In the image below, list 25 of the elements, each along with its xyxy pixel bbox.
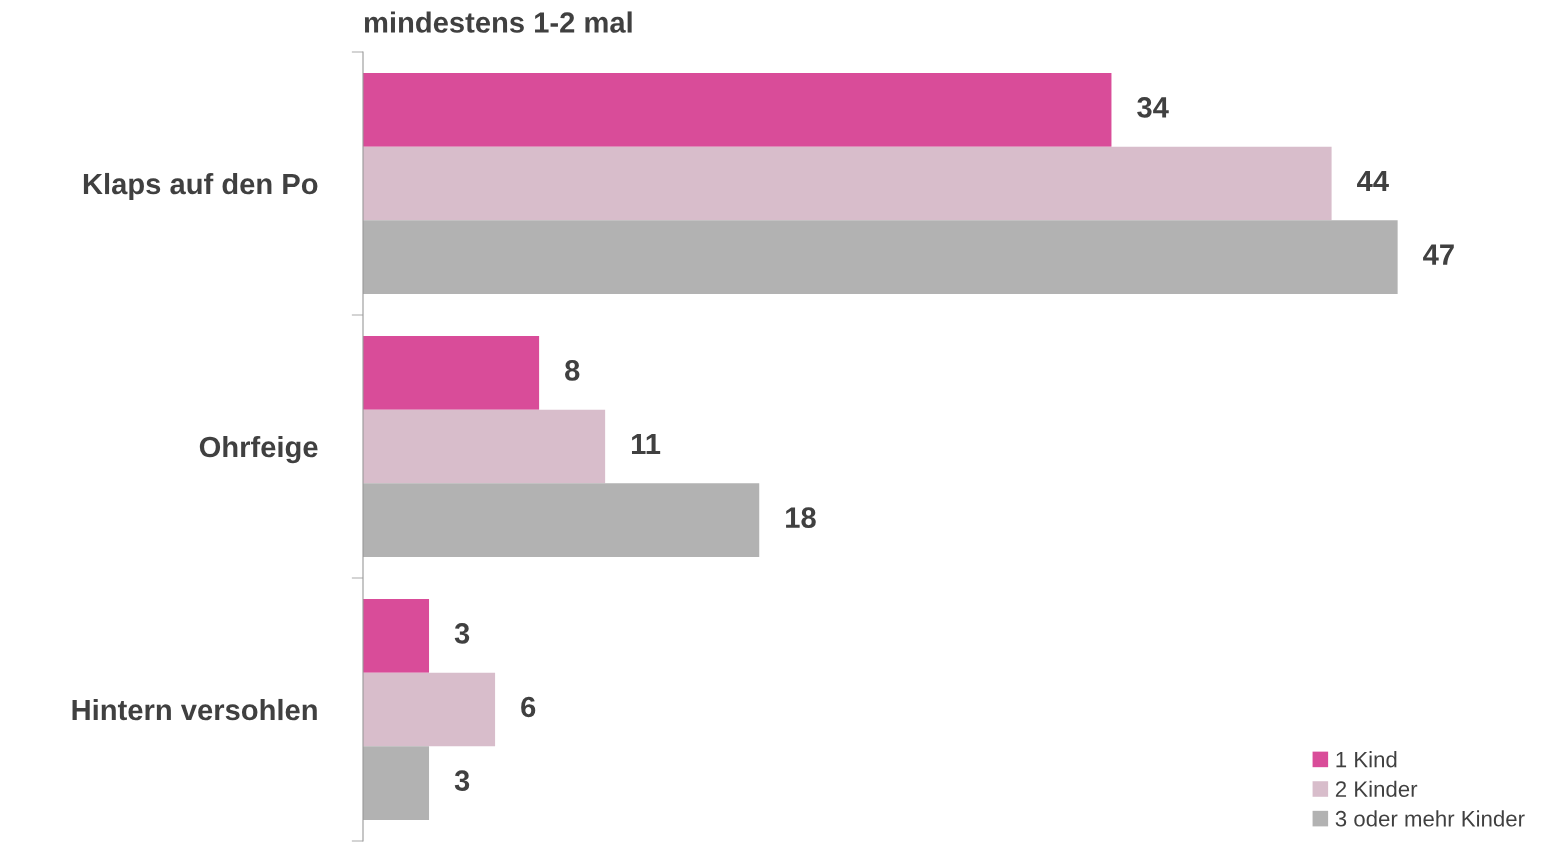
- data-label: 47: [1423, 244, 1454, 265]
- bar: [363, 409, 606, 484]
- y-tick-label: Ohrfeige: [199, 435, 318, 464]
- legend-label: 1 Kind: [1336, 751, 1397, 768]
- data-label: 11: [631, 433, 661, 455]
- bar: [363, 746, 430, 820]
- y-tick-label: Hintern versohlen: [72, 698, 317, 721]
- bar: [363, 73, 1112, 147]
- data-label: 3: [454, 770, 470, 792]
- bar: [363, 599, 430, 673]
- data-label: 18: [786, 507, 816, 528]
- y-tick-label: Klaps auf den Po: [83, 172, 318, 201]
- bar: [363, 336, 540, 410]
- data-label: 34: [1137, 97, 1169, 118]
- bar: [363, 146, 1332, 221]
- bar: [363, 672, 496, 747]
- data-label: 6: [521, 696, 536, 718]
- legend-label: 3 oder mehr Kinder: [1335, 810, 1525, 827]
- data-label: 8: [565, 360, 580, 381]
- data-label: 44: [1357, 170, 1389, 192]
- legend-label: 2 Kinder: [1335, 780, 1418, 797]
- data-label: 3: [454, 623, 470, 644]
- bar: [363, 483, 760, 557]
- chart-title: mindestens 1-2 mal: [364, 11, 632, 33]
- bar: [363, 220, 1398, 294]
